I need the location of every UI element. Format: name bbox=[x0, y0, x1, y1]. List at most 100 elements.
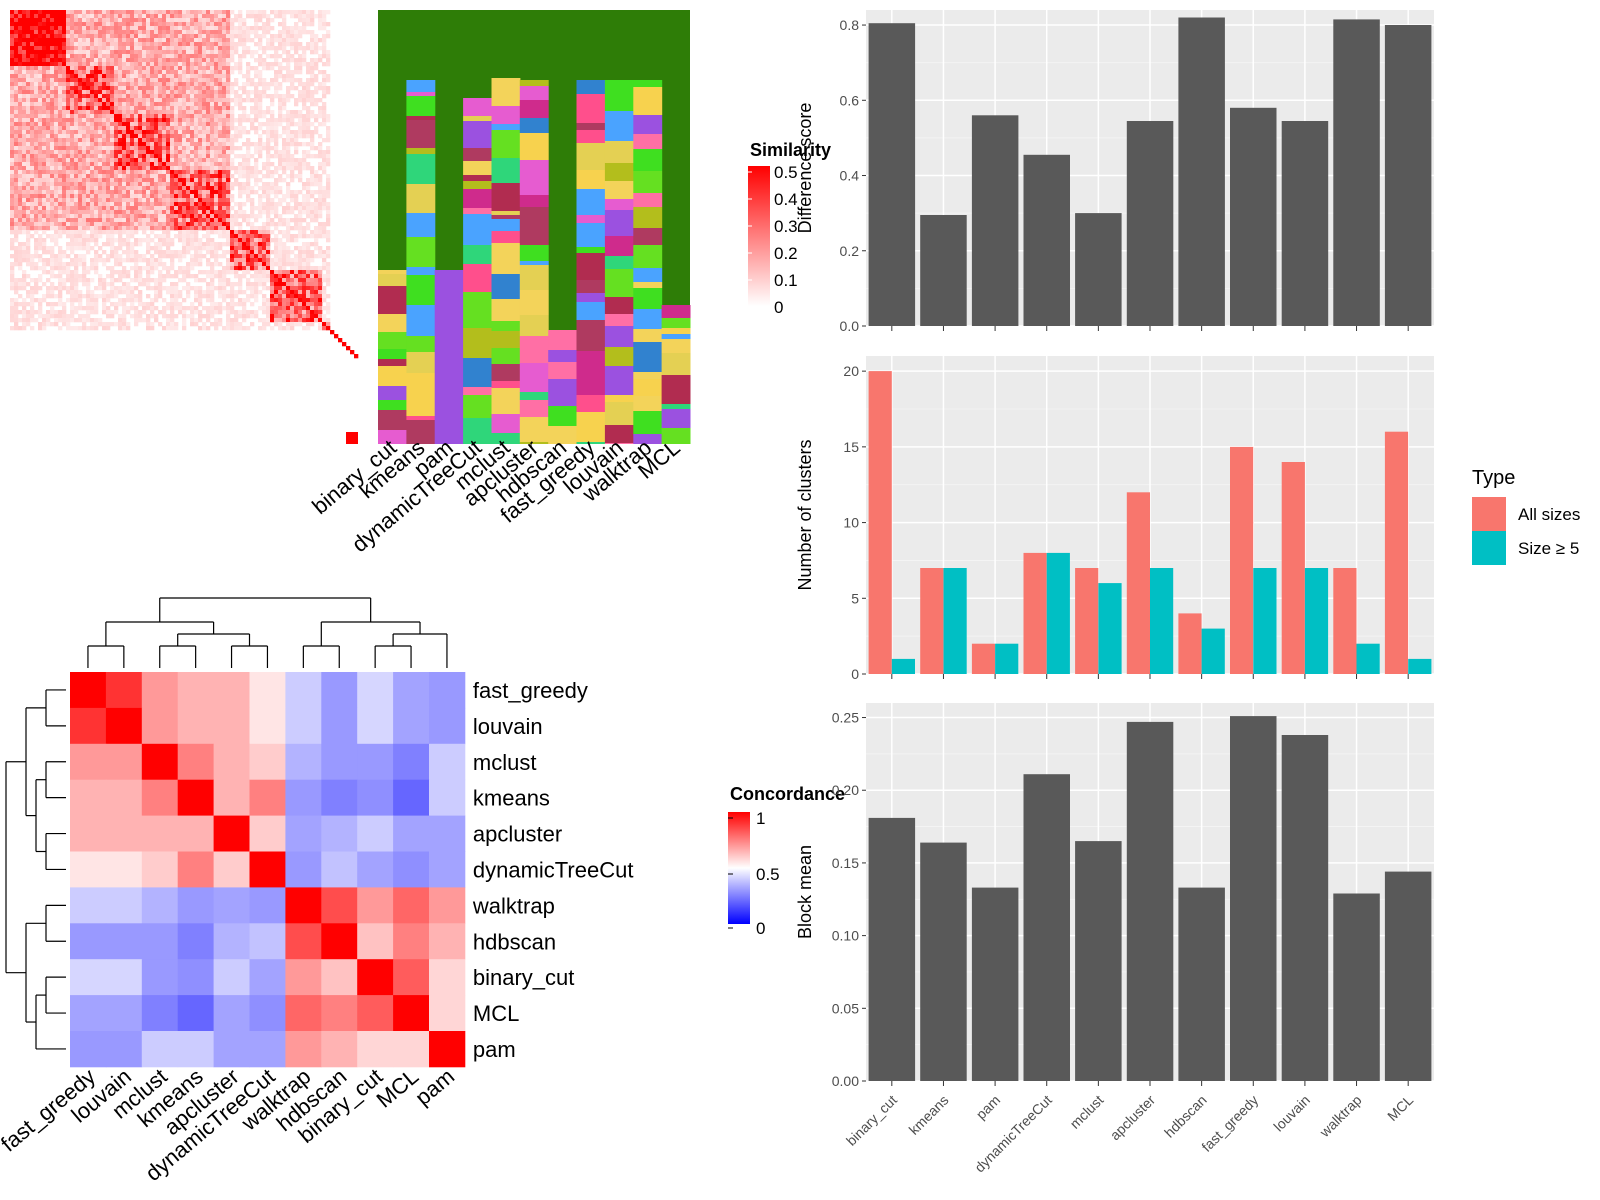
similarity-cell bbox=[318, 174, 323, 179]
similarity-cell bbox=[122, 154, 127, 159]
similarity-cell bbox=[178, 106, 183, 111]
similarity-cell bbox=[218, 150, 223, 155]
similarity-cell bbox=[46, 150, 51, 155]
similarity-cell bbox=[86, 78, 91, 83]
similarity-cell bbox=[302, 118, 307, 123]
similarity-cell bbox=[78, 242, 83, 247]
similarity-cell bbox=[134, 174, 139, 179]
similarity-cell bbox=[130, 82, 135, 87]
similarity-cell bbox=[90, 46, 95, 51]
similarity-cell bbox=[110, 270, 115, 275]
similarity-cell bbox=[174, 162, 179, 167]
similarity-cell bbox=[294, 66, 299, 71]
similarity-cell bbox=[142, 178, 147, 183]
similarity-cell bbox=[258, 206, 263, 211]
similarity-cell bbox=[126, 114, 131, 119]
similarity-cell bbox=[286, 274, 291, 279]
similarity-cell bbox=[130, 38, 135, 43]
similarity-cell bbox=[130, 286, 135, 291]
similarity-cell bbox=[118, 146, 123, 151]
similarity-cell bbox=[106, 234, 111, 239]
similarity-cell bbox=[278, 110, 283, 115]
similarity-cell bbox=[10, 150, 15, 155]
similarity-cell bbox=[302, 150, 307, 155]
similarity-cell bbox=[146, 222, 151, 227]
similarity-cell bbox=[162, 94, 167, 99]
similarity-cell bbox=[174, 166, 179, 171]
similarity-cell bbox=[258, 142, 263, 147]
similarity-cell bbox=[62, 262, 67, 267]
similarity-cell bbox=[186, 226, 191, 231]
similarity-cell bbox=[54, 174, 59, 179]
similarity-cell bbox=[70, 226, 75, 231]
similarity-cell bbox=[18, 254, 23, 259]
similarity-cell bbox=[318, 22, 323, 27]
similarity-cell bbox=[22, 278, 27, 283]
similarity-cell bbox=[42, 142, 47, 147]
similarity-cell bbox=[198, 46, 203, 51]
similarity-cell bbox=[66, 270, 71, 275]
similarity-cell bbox=[110, 286, 115, 291]
similarity-cell bbox=[286, 282, 291, 287]
similarity-cell bbox=[298, 70, 303, 75]
similarity-cell bbox=[270, 114, 275, 119]
similarity-cell bbox=[98, 222, 103, 227]
similarity-cell bbox=[46, 38, 51, 43]
similarity-cell bbox=[106, 190, 111, 195]
similarity-cell bbox=[50, 62, 55, 67]
similarity-cell bbox=[14, 54, 19, 59]
similarity-cell bbox=[146, 58, 151, 63]
similarity-cell bbox=[254, 218, 259, 223]
similarity-cell bbox=[326, 118, 331, 123]
similarity-cell bbox=[202, 190, 207, 195]
similarity-cell bbox=[286, 166, 291, 171]
similarity-cell bbox=[230, 134, 235, 139]
similarity-cell bbox=[210, 218, 215, 223]
similarity-cell bbox=[306, 10, 311, 15]
similarity-cell bbox=[146, 34, 151, 39]
similarity-cell bbox=[286, 150, 291, 155]
similarity-cell bbox=[70, 10, 75, 15]
similarity-cell bbox=[114, 134, 119, 139]
similarity-cell bbox=[166, 34, 171, 39]
similarity-cell bbox=[222, 46, 227, 51]
similarity-cell bbox=[290, 234, 295, 239]
similarity-cell bbox=[154, 106, 159, 111]
similarity-cell bbox=[198, 254, 203, 259]
similarity-cell bbox=[242, 186, 247, 191]
similarity-cell bbox=[286, 74, 291, 79]
similarity-cell bbox=[46, 182, 51, 187]
similarity-cell bbox=[78, 130, 83, 135]
similarity-cell bbox=[54, 102, 59, 107]
similarity-cell bbox=[138, 14, 143, 19]
similarity-cell bbox=[82, 98, 87, 103]
similarity-cell bbox=[282, 270, 287, 275]
similarity-cell bbox=[78, 206, 83, 211]
similarity-cell bbox=[198, 142, 203, 147]
similarity-cell bbox=[142, 26, 147, 31]
similarity-cell bbox=[214, 158, 219, 163]
similarity-cell bbox=[18, 14, 23, 19]
similarity-cell bbox=[14, 166, 19, 171]
similarity-cell bbox=[254, 30, 259, 35]
similarity-cell bbox=[102, 82, 107, 87]
similarity-cell bbox=[174, 90, 179, 95]
similarity-cell bbox=[290, 122, 295, 127]
similarity-cell bbox=[234, 138, 239, 143]
similarity-cell bbox=[278, 202, 283, 207]
similarity-cell bbox=[78, 230, 83, 235]
similarity-cell bbox=[126, 42, 131, 47]
similarity-cell bbox=[30, 174, 35, 179]
similarity-cell bbox=[290, 110, 295, 115]
similarity-cell bbox=[322, 42, 327, 47]
similarity-cell bbox=[154, 146, 159, 151]
similarity-cell bbox=[38, 150, 43, 155]
similarity-cell bbox=[178, 42, 183, 47]
similarity-cell bbox=[194, 294, 199, 299]
similarity-cell bbox=[202, 226, 207, 231]
similarity-cell bbox=[54, 86, 59, 91]
similarity-cell bbox=[194, 122, 199, 127]
similarity-cell bbox=[262, 282, 267, 287]
similarity-cell bbox=[214, 182, 219, 187]
similarity-cell bbox=[106, 274, 111, 279]
